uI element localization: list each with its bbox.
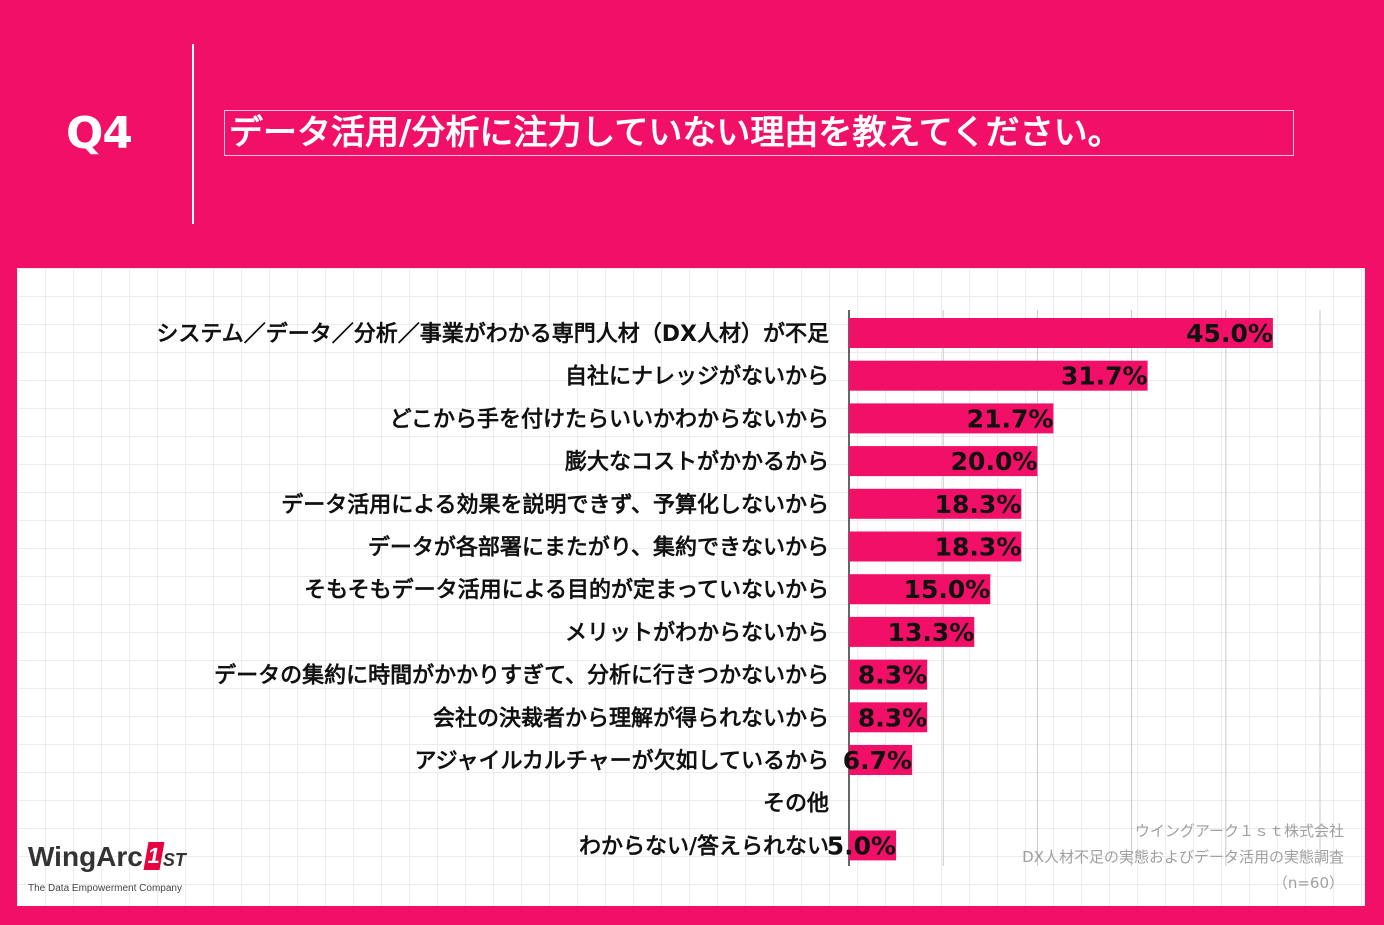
bar (849, 659, 928, 690)
value-label: 31.7% (1061, 362, 1148, 391)
category-label: どこから手を付けたらいいかわからないから (390, 407, 829, 432)
bar (849, 616, 975, 647)
source-sample: （n=60） (1272, 874, 1344, 892)
category-label: データ活用による効果を説明できず、予算化しないから (281, 492, 829, 518)
bar (849, 318, 1273, 348)
category-label: システム／データ／分析／事業がわかる専門人材（DX人材）が不足 (156, 321, 829, 347)
category-label: データの集約に時間がかかりすぎて、分析に行きつかないから (214, 663, 829, 689)
category-label: その他 (763, 792, 829, 817)
value-label: 18.3% (935, 490, 1022, 519)
category-label: 会社の決裁者から理解が得られないから (433, 705, 829, 731)
category-label: そもそもデータ活用による目的が定まっていないから (304, 577, 829, 603)
logo-suffix: ST (162, 850, 186, 870)
category-label: 膨大なコストがかかるから (564, 449, 829, 475)
bar (849, 446, 1038, 477)
value-label: 20.0% (951, 447, 1038, 476)
bar (849, 574, 991, 605)
source-company: ウイングアーク１ｓｔ株式会社 (1134, 822, 1344, 840)
bar-chart: システム／データ／分析／事業がわかる専門人材（DX人材）が不足 45.0% 自社にナ… (156, 310, 1321, 866)
category-label: データが各部署にまたがり、集約できないから (368, 535, 829, 561)
bar (849, 830, 897, 861)
logo-mark: 1 (143, 842, 165, 870)
value-label: 6.7% (843, 746, 912, 775)
value-label: 15.0% (904, 575, 991, 604)
source-note: ウイングアーク１ｓｔ株式会社 DX人材不足の実態およびデータ活用の実態調査 （n… (1022, 818, 1344, 896)
category-label: 自社にナレッジがないから (565, 364, 829, 390)
value-label: 21.7% (967, 404, 1054, 433)
chart-panel: システム／データ／分析／事業がわかる専門人材（DX人材）が不足 45.0% 自社にナ… (17, 268, 1365, 906)
bar (849, 745, 913, 775)
value-label: 18.3% (935, 533, 1022, 562)
bar (849, 360, 1148, 391)
bar (849, 702, 928, 733)
category-label: アジャイルカルチャーが欠如しているから (415, 748, 829, 774)
value-label: 45.0% (1186, 319, 1273, 348)
value-label: 13.3% (888, 618, 975, 647)
value-label: 8.3% (858, 703, 927, 732)
header-divider (192, 44, 194, 224)
question-title: データ活用/分析に注力していない理由を教えてください。 (224, 110, 1294, 156)
logo-name: WingArc (28, 841, 143, 872)
source-survey: DX人材不足の実態およびデータ活用の実態調査 (1022, 848, 1344, 866)
bar (849, 403, 1054, 434)
bar (849, 531, 1022, 562)
category-label: メリットがわからないから (565, 620, 829, 646)
bar (849, 488, 1022, 519)
value-label: 8.3% (858, 661, 927, 690)
category-label: わからない/答えられない (579, 833, 829, 859)
value-label: 5.0% (827, 831, 896, 860)
logo-tagline: The Data Empowerment Company (28, 883, 182, 894)
question-number: Q4 (66, 108, 133, 159)
wingarc-logo: WingArc 1ST The Data Empowerment Company (28, 841, 186, 895)
